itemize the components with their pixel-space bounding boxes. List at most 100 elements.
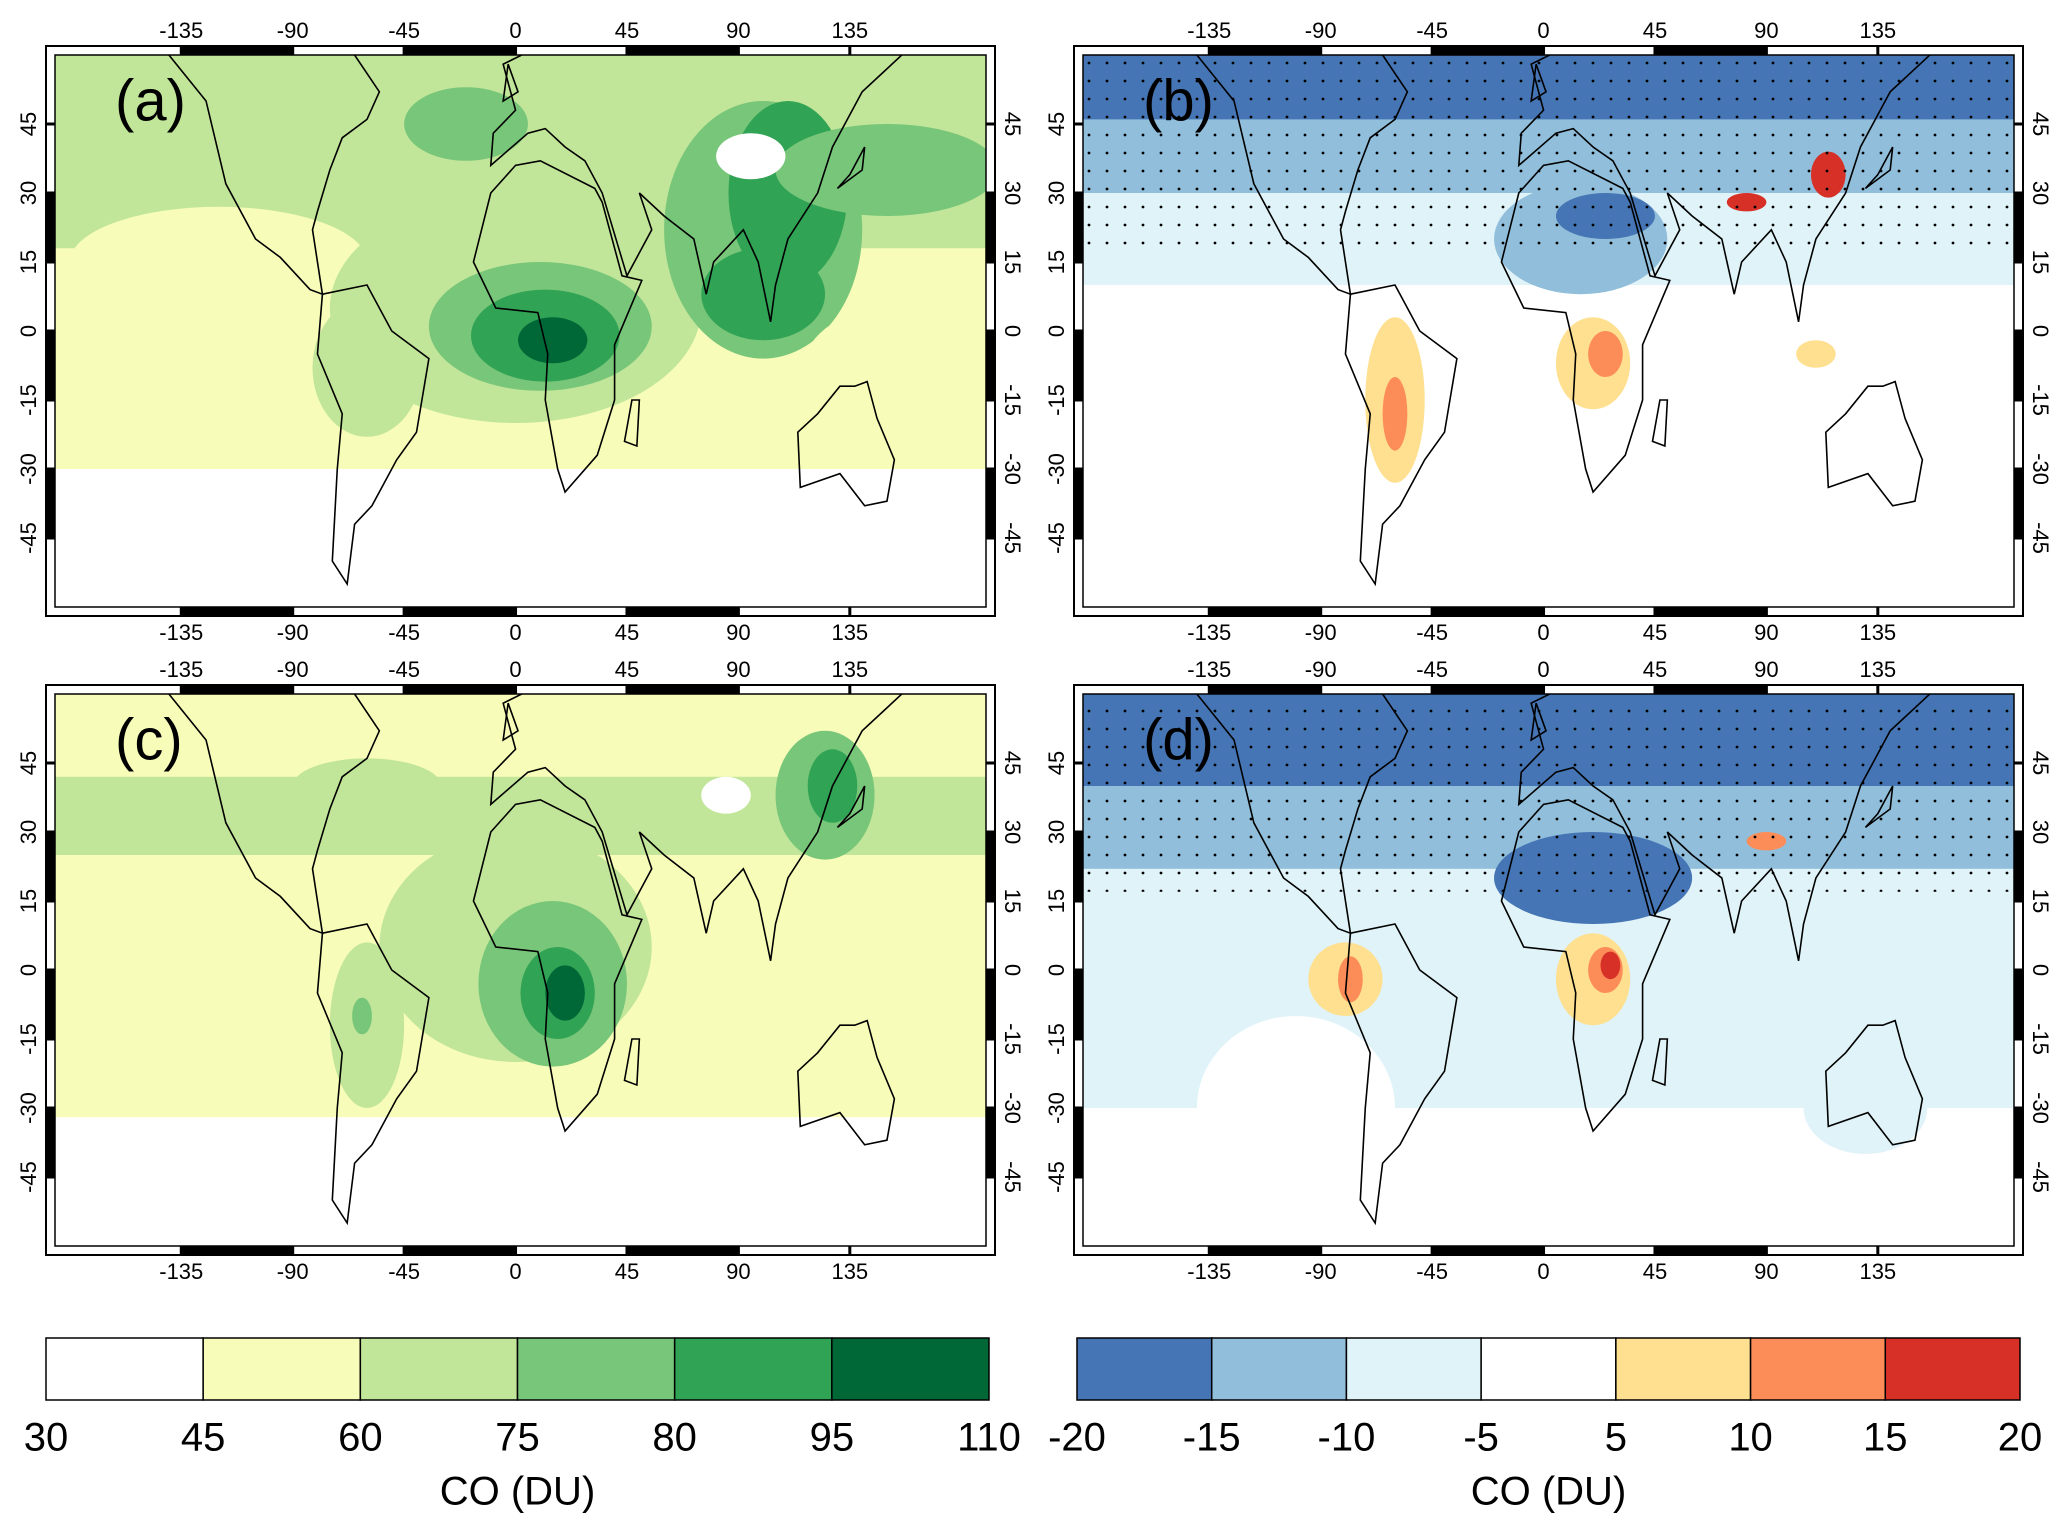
field-blob <box>1588 331 1623 377</box>
x-tick-label: 90 <box>1754 620 1778 645</box>
frame-bar <box>181 46 293 55</box>
colorbar-tick-label: 5 <box>1605 1416 1627 1460</box>
y-tick-label: 45 <box>1044 751 1069 775</box>
x-tick-label: -135 <box>1187 1259 1231 1284</box>
x-tick-label: 45 <box>615 620 639 645</box>
frame-bar <box>1432 46 1544 55</box>
colorbar-segment <box>1749 1337 1887 1401</box>
y-tick-label: 30 <box>16 820 41 844</box>
map-field <box>1083 55 2014 607</box>
x-tick-label: -90 <box>1305 1259 1337 1284</box>
x-tick-label: -45 <box>388 18 420 43</box>
field-blob <box>1196 1016 1395 1200</box>
y-tick-label: 15 <box>1044 889 1069 913</box>
x-tick-label: 0 <box>1537 1259 1549 1284</box>
x-tick-label: 135 <box>1859 657 1896 682</box>
x-tick-label: 135 <box>831 1259 868 1284</box>
frame-bar <box>626 46 739 55</box>
frame-bar <box>2014 1108 2023 1177</box>
x-tick-label: -45 <box>1416 657 1448 682</box>
frame-bar <box>404 46 516 55</box>
y-tick-label: 30 <box>2028 820 2053 844</box>
frame-bar <box>986 331 995 400</box>
colorbar-tick-label: 60 <box>338 1416 383 1460</box>
x-tick-label: 45 <box>1643 18 1667 43</box>
y-tick-label: -30 <box>1044 1092 1069 1124</box>
x-tick-label: -90 <box>1305 657 1337 682</box>
frame-bar <box>46 832 55 901</box>
y-tick-label: 30 <box>1044 820 1069 844</box>
y-tick-label: 15 <box>16 250 41 274</box>
coastline <box>316 284 430 587</box>
coastline <box>836 785 866 829</box>
field-blob <box>1600 951 1621 980</box>
panel-label: (c) <box>115 707 183 772</box>
y-tick-label: -15 <box>1044 1023 1069 1055</box>
x-tick-label: -90 <box>277 1259 309 1284</box>
y-tick-label: -45 <box>16 1161 41 1193</box>
y-tick-label: -30 <box>1000 1092 1025 1124</box>
y-tick-label: 0 <box>16 325 41 337</box>
frame-bar <box>181 1246 293 1255</box>
colorbar-segment <box>1345 1337 1482 1401</box>
y-tick-label: 15 <box>1000 889 1025 913</box>
y-tick-label: -15 <box>16 384 41 416</box>
coastline <box>502 63 519 103</box>
frame-bar <box>46 970 55 1039</box>
coastline <box>502 702 519 742</box>
y-tick-label: -30 <box>1044 453 1069 485</box>
y-tick-label: 0 <box>1000 964 1025 976</box>
y-tick-label: -45 <box>2028 522 2053 554</box>
colorbar-tick-label: 110 <box>957 1416 1021 1460</box>
x-tick-label: -90 <box>277 657 309 682</box>
y-tick-label: 45 <box>2028 112 2053 136</box>
x-tick-label: -45 <box>1416 1259 1448 1284</box>
field-blob <box>1338 956 1363 1003</box>
field-blob <box>800 308 974 446</box>
frame-bar <box>1432 1246 1544 1255</box>
x-tick-label: -90 <box>277 18 309 43</box>
colorbar-segment <box>1210 1337 1348 1401</box>
stipple <box>1083 694 2014 892</box>
coastline <box>1530 702 1547 742</box>
x-tick-label: 135 <box>1859 1259 1896 1284</box>
colorbar-segment <box>202 1337 362 1401</box>
x-tick-label: -45 <box>388 1259 420 1284</box>
y-tick-label: -15 <box>2028 1023 2053 1055</box>
y-tick-label: 15 <box>1000 250 1025 274</box>
field-blob <box>716 133 786 180</box>
map-field <box>1083 694 2014 1246</box>
y-tick-label: 45 <box>1000 112 1025 136</box>
colorbar-tick-label: 75 <box>495 1416 540 1460</box>
field-blob <box>1796 340 1836 368</box>
y-tick-label: 30 <box>1000 181 1025 205</box>
field-blob <box>518 317 588 364</box>
field-blob <box>701 776 751 814</box>
colorbar-tick-label: 80 <box>652 1416 697 1460</box>
colorbar-tick-label: -20 <box>1048 1416 1106 1460</box>
frame-bar <box>1209 1246 1321 1255</box>
y-tick-label: 45 <box>2028 751 2053 775</box>
frame-bar <box>1654 46 1767 55</box>
x-tick-label: 45 <box>615 657 639 682</box>
y-tick-label: 0 <box>2028 964 2053 976</box>
frame-bar <box>986 970 995 1039</box>
frame-bar <box>181 607 293 616</box>
coastline <box>1864 785 1894 829</box>
colorbar-tick-label: 15 <box>1863 1416 1908 1460</box>
coastline <box>1651 1038 1669 1087</box>
x-tick-label: -135 <box>159 657 203 682</box>
y-tick-label: -15 <box>1044 384 1069 416</box>
colorbar-segment <box>673 1337 833 1401</box>
colorbar-segment <box>1076 1337 1213 1401</box>
colorbar-segment <box>831 1337 990 1401</box>
frame-bar <box>1074 331 1083 400</box>
y-tick-label: 0 <box>1044 964 1069 976</box>
colorbar-tick-label: 20 <box>1998 1416 2043 1460</box>
y-tick-label: -30 <box>2028 453 2053 485</box>
field-blob <box>701 248 826 341</box>
frame-bar <box>1654 1246 1767 1255</box>
x-tick-label: -135 <box>159 18 203 43</box>
y-tick-label: -15 <box>16 1023 41 1055</box>
